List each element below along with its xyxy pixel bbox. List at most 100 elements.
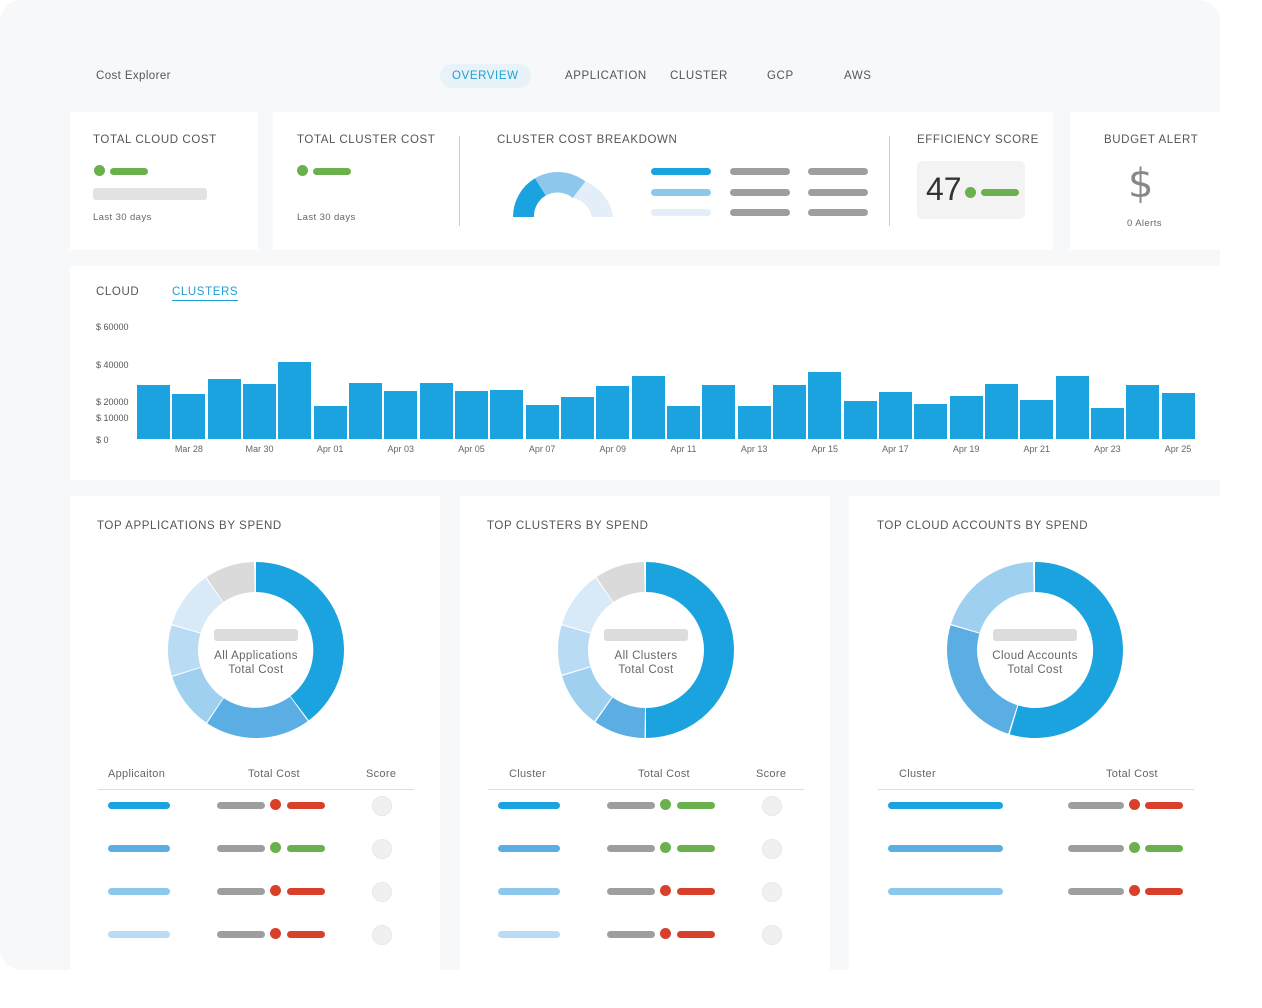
chart-bar[interactable]: [772, 384, 806, 439]
chart-bar[interactable]: [242, 383, 276, 439]
center-line: Total Cost: [618, 664, 674, 676]
center-line: Total Cost: [1007, 664, 1063, 676]
applications-donut: [168, 562, 344, 739]
donut-segment: [1009, 562, 1123, 738]
chart-bar[interactable]: [137, 384, 170, 439]
x-tick-label: Apr 17: [882, 444, 909, 454]
chart-bar[interactable]: [454, 391, 488, 439]
chart-bar[interactable]: [914, 403, 948, 439]
x-tick-label: Apr 13: [740, 444, 768, 454]
chart-bar[interactable]: [596, 385, 630, 439]
period-label: Last 30 days: [93, 212, 152, 223]
tab-aws[interactable]: AWS: [844, 70, 872, 82]
chart-bar[interactable]: [1055, 375, 1089, 439]
chart-bar[interactable]: [490, 389, 524, 439]
chart-bar[interactable]: [313, 406, 347, 439]
x-tick-label: Apr 19: [952, 444, 980, 454]
chart-bar[interactable]: [878, 392, 912, 439]
donut-center-label: All Clusters Total Cost: [615, 649, 678, 677]
column-header[interactable]: Applicaiton: [108, 768, 166, 780]
column-header[interactable]: Score: [366, 768, 397, 780]
divider: [889, 136, 890, 226]
center-line: Total Cost: [228, 664, 284, 676]
chart-bar[interactable]: [207, 379, 241, 439]
value-placeholder: [730, 168, 790, 175]
chart-bar[interactable]: [348, 383, 382, 439]
value-placeholder: [808, 168, 868, 175]
x-tick-label: Mar 28: [174, 444, 203, 454]
tab-application[interactable]: APPLICATION: [565, 70, 647, 82]
column-header[interactable]: Total Cost: [248, 768, 300, 780]
x-tick-label: Apr 23: [1094, 444, 1121, 454]
chart-bar[interactable]: [631, 376, 665, 439]
period-label: Last 30 days: [297, 212, 356, 223]
chart-bar[interactable]: [949, 396, 983, 439]
value-placeholder: [808, 209, 868, 216]
dollar-icon: $: [1128, 161, 1154, 207]
status-dot: [94, 165, 105, 176]
tab-clusters[interactable]: CLUSTERS: [172, 286, 239, 301]
chart-bar[interactable]: [172, 394, 206, 439]
legend-swatch: [651, 189, 711, 196]
value-placeholder: [313, 168, 351, 175]
column-header[interactable]: Score: [756, 768, 787, 780]
chart-bar[interactable]: [1126, 384, 1160, 439]
chart-bar[interactable]: [1020, 399, 1054, 439]
donut-segment: [595, 697, 645, 738]
column-header[interactable]: Cluster: [899, 768, 936, 780]
gauge-segment: [572, 181, 613, 217]
efficiency-score-value: 47: [926, 171, 962, 207]
donut-center-label: Cloud Accounts Total Cost: [992, 649, 1078, 677]
x-tick-label: Apr 07: [528, 444, 556, 454]
y-tick-label: $ 0: [96, 435, 109, 445]
donut-segment: [596, 562, 645, 602]
total-cluster-cost-title: TOTAL CLUSTER COST: [297, 134, 436, 146]
x-tick-label: Mar 30: [245, 444, 274, 454]
column-header[interactable]: Cluster: [509, 768, 546, 780]
chart-bar[interactable]: [560, 397, 594, 439]
app-title: Cost Explorer: [96, 70, 171, 82]
gauge-segment: [513, 178, 546, 217]
chart-bar[interactable]: [843, 400, 877, 439]
x-tick-label: Apr 11: [670, 444, 697, 454]
tab-overview[interactable]: OVERVIEW: [440, 64, 531, 88]
breakdown-gauge: [513, 172, 613, 217]
chart-bar[interactable]: [419, 383, 453, 439]
center-line: All Clusters: [614, 650, 678, 662]
panel-title: TOP CLUSTERS BY SPEND: [487, 520, 649, 532]
donut-segment: [256, 562, 344, 721]
value-placeholder: [730, 189, 790, 196]
donut-center-label: All Applications Total Cost: [214, 649, 298, 677]
chart-bar[interactable]: [737, 406, 771, 439]
score-indicator: [372, 796, 392, 816]
tab-cloud[interactable]: CLOUD: [96, 286, 140, 298]
score-indicator: [372, 882, 392, 902]
column-header[interactable]: Total Cost: [1106, 768, 1158, 780]
header-divider: [488, 789, 804, 790]
chart-bar[interactable]: [702, 384, 736, 439]
score-indicator: [762, 839, 782, 859]
score-indicator: [762, 925, 782, 945]
chart-bar[interactable]: [525, 405, 559, 439]
chart-bar[interactable]: [278, 361, 312, 439]
chart-bar[interactable]: [808, 371, 842, 439]
chart-bar[interactable]: [1090, 408, 1124, 439]
center-line: All Applications: [214, 650, 298, 662]
header-divider: [878, 789, 1194, 790]
chart-bar[interactable]: [666, 406, 700, 439]
budget-alert-title: BUDGET ALERT: [1104, 134, 1199, 146]
chart-bar[interactable]: [1161, 393, 1195, 439]
chart-bar[interactable]: [384, 391, 418, 439]
value-placeholder: [993, 629, 1077, 641]
legend-swatch: [651, 168, 711, 175]
donut-segment: [951, 562, 1034, 633]
chart-bar[interactable]: [984, 383, 1018, 439]
tab-cluster[interactable]: CLUSTER: [670, 70, 728, 82]
total-cloud-cost-card: [70, 112, 258, 250]
column-header[interactable]: Total Cost: [638, 768, 690, 780]
gauge-segment: [535, 172, 586, 198]
donut-segment: [646, 562, 734, 738]
x-tick-label: Apr 15: [811, 444, 839, 454]
legend-swatch: [651, 209, 711, 216]
tab-gcp[interactable]: GCP: [767, 70, 794, 82]
